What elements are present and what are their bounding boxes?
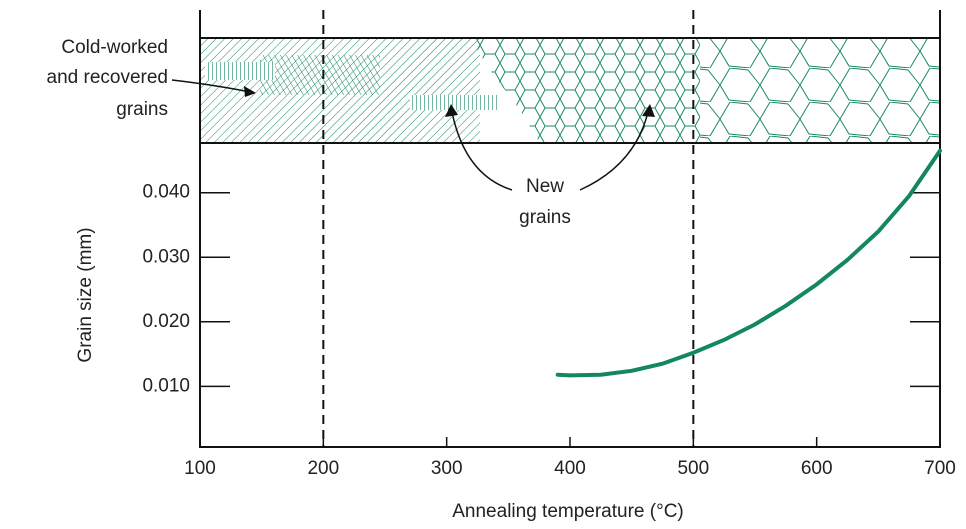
arrow (451, 111, 513, 191)
annotation: and recovered (47, 67, 168, 88)
arrow (171, 79, 251, 93)
y-axis-label: Grain size (mm) (75, 227, 96, 362)
x-tick-label: 500 (677, 458, 709, 479)
plot-frame (199, 142, 941, 448)
y-tick-label: 0.010 (142, 375, 190, 396)
x-tick-label: 400 (554, 458, 586, 479)
arrow (579, 111, 649, 191)
x-tick-label: 600 (801, 458, 833, 479)
y-tick-label: 0.020 (142, 311, 190, 332)
x-tick-label: 700 (924, 458, 956, 479)
annotation: Cold-worked (61, 37, 168, 58)
microstructure (199, 37, 941, 144)
annotation: grains (519, 207, 571, 228)
x-axis-label: Annealing temperature (°C) (452, 501, 684, 522)
y-tick-label: 0.040 (142, 182, 190, 203)
arrow-head (244, 86, 256, 97)
x-tick-label: 100 (184, 458, 216, 479)
annotation: New (526, 176, 564, 197)
arrow-head (642, 104, 655, 117)
arrow-head (445, 104, 458, 117)
x-tick-label: 300 (431, 458, 463, 479)
y-tick-label: 0.030 (142, 246, 190, 267)
data-line (555, 148, 942, 378)
x-tick-label: 200 (307, 458, 339, 479)
annotation: grains (116, 99, 168, 120)
